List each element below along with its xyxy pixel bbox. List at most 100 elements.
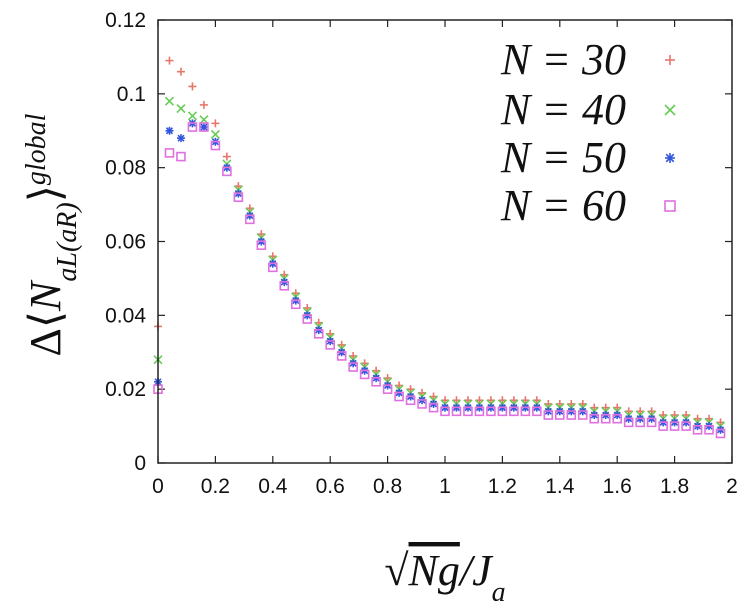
x-tick-label: 1.2 bbox=[488, 475, 517, 498]
data-point bbox=[359, 369, 370, 380]
x-axis-label: √Ng/Ja bbox=[384, 546, 505, 601]
x-tick-label: 0.2 bbox=[201, 475, 230, 498]
legend-item: N = 30 bbox=[500, 35, 675, 84]
legend-label: N = 40 bbox=[500, 85, 626, 134]
data-point bbox=[566, 410, 577, 420]
data-point bbox=[348, 362, 358, 372]
data-point bbox=[267, 262, 278, 273]
data-point bbox=[532, 406, 542, 417]
data-point bbox=[669, 421, 680, 431]
data-point bbox=[417, 399, 427, 409]
data-point bbox=[463, 406, 473, 417]
y-tick-label: 0 bbox=[134, 452, 146, 475]
data-point bbox=[681, 421, 691, 431]
data-point bbox=[187, 111, 198, 121]
data-point bbox=[325, 340, 336, 350]
legend-label: N = 60 bbox=[500, 181, 626, 230]
data-point bbox=[612, 413, 623, 424]
x-tick-label: 0.4 bbox=[258, 475, 288, 498]
data-point bbox=[474, 406, 485, 417]
y-tick-label: 0.08 bbox=[105, 157, 146, 180]
y-tick-label: 0.02 bbox=[105, 378, 146, 401]
x-tick-label: 0.6 bbox=[316, 475, 345, 498]
data-point bbox=[382, 384, 393, 394]
data-point bbox=[233, 192, 244, 202]
data-point bbox=[164, 96, 175, 106]
data-point bbox=[210, 129, 220, 140]
data-point bbox=[302, 314, 313, 324]
data-point bbox=[543, 410, 554, 420]
data-point bbox=[554, 410, 565, 420]
data-point bbox=[646, 417, 657, 428]
data-point bbox=[658, 421, 668, 431]
x-tick-label: 2 bbox=[726, 475, 738, 498]
data-point bbox=[428, 402, 439, 413]
legend-item: N = 50 bbox=[500, 133, 675, 182]
y-tick-label: 0.12 bbox=[105, 9, 146, 32]
legend-marker bbox=[664, 200, 676, 212]
data-point bbox=[497, 406, 508, 417]
data-point bbox=[176, 67, 185, 76]
y-tick-label: 0.04 bbox=[105, 304, 146, 327]
data-point bbox=[313, 328, 324, 339]
y-tick-label: 0.06 bbox=[105, 231, 146, 254]
y-tick-label: 0.1 bbox=[117, 83, 146, 106]
data-point bbox=[176, 134, 185, 143]
x-tick-label: 0 bbox=[152, 475, 164, 498]
legend-marker bbox=[665, 153, 675, 163]
data-point bbox=[176, 104, 186, 114]
x-tick-label: 0.8 bbox=[373, 475, 402, 498]
data-point bbox=[715, 428, 726, 439]
y-axis-label: Δ⟨NaL(aR)⟩global bbox=[21, 113, 83, 356]
data-point bbox=[371, 376, 381, 387]
data-point bbox=[405, 395, 416, 406]
data-point bbox=[692, 424, 703, 435]
data-point bbox=[577, 410, 588, 420]
data-point bbox=[187, 122, 198, 132]
data-point bbox=[176, 151, 186, 162]
data-point bbox=[290, 299, 301, 310]
data-point bbox=[199, 123, 208, 132]
data-point bbox=[256, 240, 267, 250]
data-point bbox=[486, 406, 496, 417]
data-point bbox=[165, 126, 174, 135]
data-point bbox=[623, 417, 634, 428]
data-point bbox=[279, 280, 290, 291]
data-point bbox=[520, 406, 531, 417]
legend-label: N = 50 bbox=[500, 133, 626, 182]
data-point bbox=[211, 119, 220, 128]
data-point bbox=[336, 351, 347, 361]
data-point bbox=[188, 82, 197, 91]
x-tick-label: 1.8 bbox=[660, 475, 689, 498]
data-point bbox=[509, 406, 519, 417]
legend: N = 30N = 40N = 50N = 60 bbox=[500, 35, 676, 230]
data-point bbox=[199, 100, 208, 109]
data-point bbox=[210, 140, 221, 151]
x-tick-label: 1.4 bbox=[545, 475, 575, 498]
data-point bbox=[600, 413, 611, 424]
data-point bbox=[589, 413, 600, 424]
data-point bbox=[704, 424, 714, 435]
data-point bbox=[451, 406, 462, 417]
data-point bbox=[440, 406, 450, 417]
plot-frame bbox=[157, 19, 733, 464]
data-point bbox=[222, 152, 231, 161]
data-point bbox=[245, 214, 255, 225]
x-tick-label: 1 bbox=[439, 475, 451, 498]
data-point bbox=[199, 122, 209, 132]
data-points bbox=[153, 56, 726, 439]
data-point bbox=[222, 166, 232, 177]
series-4 bbox=[153, 122, 726, 439]
data-point bbox=[164, 148, 175, 158]
legend-marker bbox=[664, 104, 676, 116]
x-tick-label: 1.6 bbox=[603, 475, 632, 498]
legend-marker bbox=[665, 55, 675, 65]
tick-labels: 0 0.2 0.4 0.6 0.8 1 1.2 1.4 1.6 1.8 2 0 0.02 0.04 0.06… bbox=[105, 9, 738, 498]
legend-item: N = 40 bbox=[500, 85, 676, 134]
data-point bbox=[394, 391, 404, 402]
data-point bbox=[635, 417, 645, 428]
legend-label: N = 30 bbox=[500, 35, 626, 84]
data-point bbox=[165, 56, 174, 65]
